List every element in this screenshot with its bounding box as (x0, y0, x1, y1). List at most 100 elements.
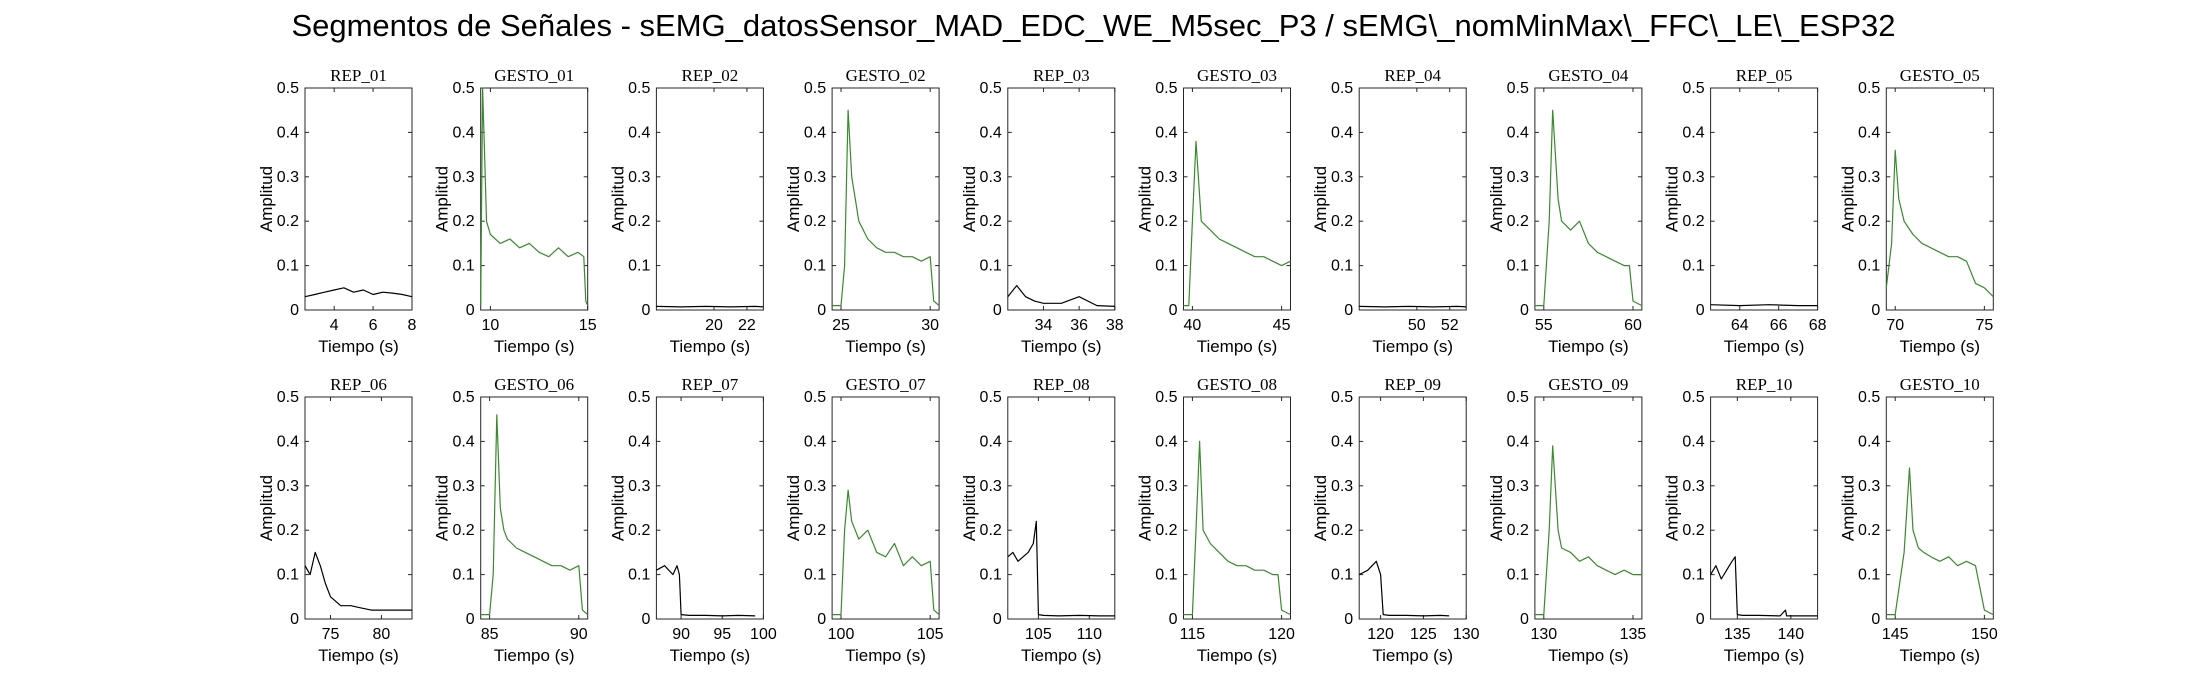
y-tick-label: 0.3 (277, 478, 299, 495)
signal-line (1358, 560, 1450, 617)
y-tick-label: 0.4 (452, 433, 474, 450)
y-tick-label: 0.4 (452, 124, 474, 141)
y-tick-label: 0.1 (628, 258, 650, 275)
x-tick-label: 55 (1535, 317, 1553, 334)
y-axis-label: Amplitud (784, 166, 803, 232)
subplot-title: REP_07 (682, 375, 739, 394)
y-tick-label: 0.3 (1682, 169, 1704, 186)
x-tick-label: 6 (369, 317, 378, 334)
y-tick-label: 0.4 (277, 124, 299, 141)
y-tick-label: 0.1 (1507, 567, 1529, 584)
plot-area (1358, 396, 1467, 620)
y-tick-label: 0.3 (1155, 478, 1177, 495)
x-tick-label: 125 (1410, 626, 1437, 643)
y-axis-label: Amplitud (608, 475, 627, 541)
subplot-gesto-09: GESTO_09 0 0.1 0.2 0.3 0.4 0.5 130 135 Tiempo (s)… (1487, 375, 1647, 665)
subplot-rep-10: REP_10 0 0.1 0.2 0.3 0.4 0.5 135 140 Tiempo (s) Am… (1663, 375, 1819, 665)
x-axis-label: Tiempo (s) (1372, 646, 1453, 665)
x-axis-label: Tiempo (s) (1548, 646, 1629, 665)
subplot-title: GESTO_04 (1548, 66, 1628, 85)
x-tick-label: 105 (917, 626, 944, 643)
y-tick-label: 0.3 (1507, 169, 1529, 186)
x-tick-label: 75 (322, 626, 340, 643)
y-tick-label: 0.1 (1155, 258, 1177, 275)
y-tick-label: 0.1 (804, 567, 826, 584)
x-tick-label: 150 (1971, 626, 1998, 643)
subplot-rep-07: REP_07 0 0.1 0.2 0.3 0.4 0.5 90 95 100 Tiempo (s) A… (608, 375, 776, 665)
x-tick-label: 40 (1184, 317, 1202, 334)
y-tick-label: 0.4 (1507, 433, 1529, 450)
y-tick-label: 0.4 (804, 433, 826, 450)
y-tick-label: 0 (1871, 302, 1880, 319)
plot-area (1007, 87, 1116, 311)
x-tick-label: 85 (481, 626, 499, 643)
y-tick-label: 0.1 (628, 567, 650, 584)
x-tick-label: 50 (1408, 317, 1426, 334)
y-tick-label: 0 (817, 302, 826, 319)
signal-line (304, 551, 412, 611)
y-axis-label: Amplitud (1487, 166, 1506, 232)
y-tick-label: 0.5 (628, 389, 650, 406)
y-axis-label: Amplitud (433, 166, 452, 232)
subplot-title: REP_02 (682, 66, 739, 85)
y-tick-label: 0.4 (1155, 433, 1177, 450)
y-tick-label: 0.2 (1507, 522, 1529, 539)
y-tick-label: 0.4 (1507, 124, 1529, 141)
y-tick-label: 0.1 (980, 567, 1002, 584)
x-tick-label: 105 (1025, 626, 1052, 643)
y-tick-label: 0.1 (1682, 258, 1704, 275)
subplot-rep-06: REP_06 0 0.1 0.2 0.3 0.4 0.5 75 80 Tiempo (s) Ampl… (257, 375, 413, 665)
y-tick-label: 0.5 (1155, 389, 1177, 406)
x-tick-label: 140 (1777, 626, 1804, 643)
y-tick-label: 0.3 (980, 478, 1002, 495)
y-tick-label: 0.1 (1331, 258, 1353, 275)
subplot-title: REP_08 (1033, 375, 1090, 394)
x-axis-label: Tiempo (s) (845, 337, 926, 356)
x-tick-label: 34 (1035, 317, 1053, 334)
signal-line (304, 287, 413, 298)
y-tick-label: 0.4 (1682, 124, 1704, 141)
y-tick-label: 0.5 (277, 389, 299, 406)
x-axis-label: Tiempo (s) (318, 337, 399, 356)
y-tick-label: 0.4 (1155, 124, 1177, 141)
y-axis-label: Amplitud (1838, 475, 1857, 541)
x-tick-label: 15 (579, 317, 597, 334)
x-tick-label: 66 (1770, 317, 1788, 334)
y-axis-label: Amplitud (960, 475, 979, 541)
y-tick-label: 0 (1520, 611, 1529, 628)
y-tick-label: 0.3 (804, 169, 826, 186)
y-tick-label: 0.2 (980, 522, 1002, 539)
signal-line (480, 87, 589, 306)
y-tick-label: 0.3 (277, 169, 299, 186)
subplot-title: REP_03 (1033, 66, 1090, 85)
plot-area (1534, 87, 1643, 311)
y-tick-label: 0 (1520, 302, 1529, 319)
y-tick-label: 0.2 (1155, 213, 1177, 230)
x-tick-label: 64 (1731, 317, 1749, 334)
signal-line (480, 414, 589, 616)
plot-area (1534, 396, 1643, 620)
y-tick-label: 0.4 (980, 124, 1002, 141)
x-tick-label: 20 (705, 317, 723, 334)
x-tick-label: 130 (1530, 626, 1557, 643)
plot-area (831, 87, 940, 311)
y-tick-label: 0.2 (1331, 213, 1353, 230)
subplot-gesto-04: GESTO_04 0 0.1 0.2 0.3 0.4 0.5 55 60 Tiempo (s) Am… (1487, 66, 1643, 356)
subplot-rep-08: REP_08 0 0.1 0.2 0.3 0.4 0.5 105 110 Tiempo (s) Am… (960, 375, 1116, 665)
y-tick-label: 0.2 (1858, 213, 1880, 230)
x-axis-label: Tiempo (s) (318, 646, 399, 665)
subplot-gesto-03: GESTO_03 0 0.1 0.2 0.3 0.4 0.5 40 45 Tiempo (s) Am… (1136, 66, 1291, 356)
y-tick-label: 0.5 (804, 80, 826, 97)
y-tick-label: 0.4 (277, 433, 299, 450)
y-tick-label: 0.1 (980, 258, 1002, 275)
subplot-rep-02: REP_02 0 0.1 0.2 0.3 0.4 0.5 20 22 Tiempo (s) Ampl… (608, 66, 764, 356)
subplot-title: REP_09 (1384, 375, 1441, 394)
x-tick-label: 95 (713, 626, 731, 643)
y-tick-label: 0.2 (628, 522, 650, 539)
x-axis-label: Tiempo (s) (1548, 337, 1629, 356)
x-tick-label: 75 (1975, 317, 1993, 334)
y-axis-label: Amplitud (1663, 475, 1682, 541)
y-tick-label: 0.2 (1858, 522, 1880, 539)
